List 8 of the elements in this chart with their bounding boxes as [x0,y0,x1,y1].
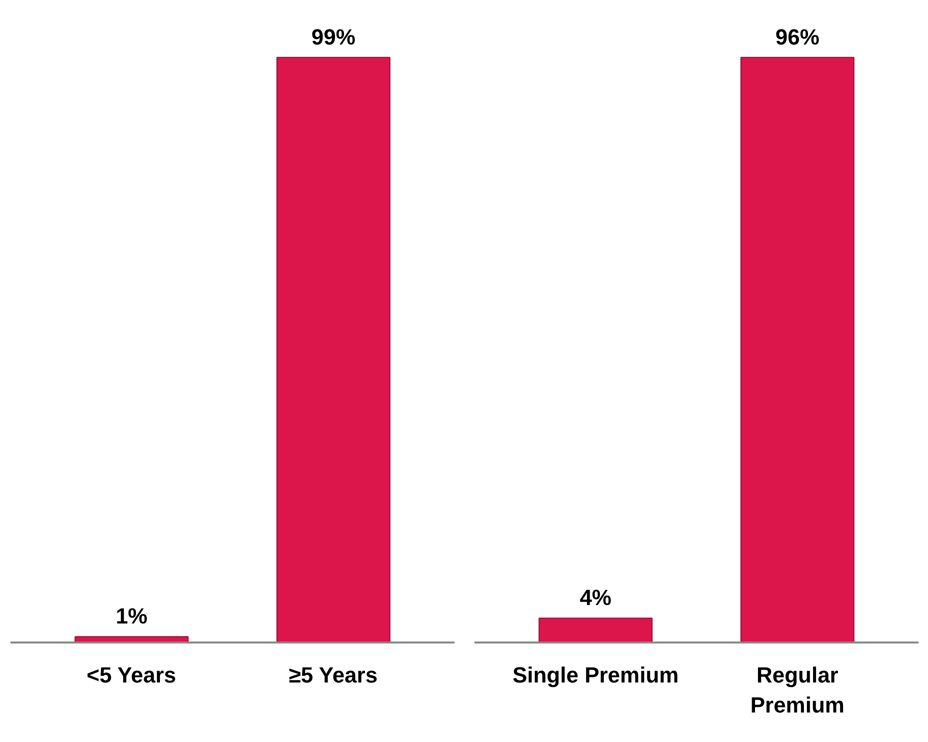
x-tick-label: ≥5 Years [288,662,378,688]
data-label: 4% [580,585,612,610]
x-tick-label: Single Premium [512,662,679,688]
data-label: 99% [311,24,356,50]
x-tick-label: <5 Years [86,662,176,688]
data-label: 96% [775,24,820,50]
x-tick-label: Regular Premium [750,662,844,718]
data-label: 1% [116,604,148,629]
